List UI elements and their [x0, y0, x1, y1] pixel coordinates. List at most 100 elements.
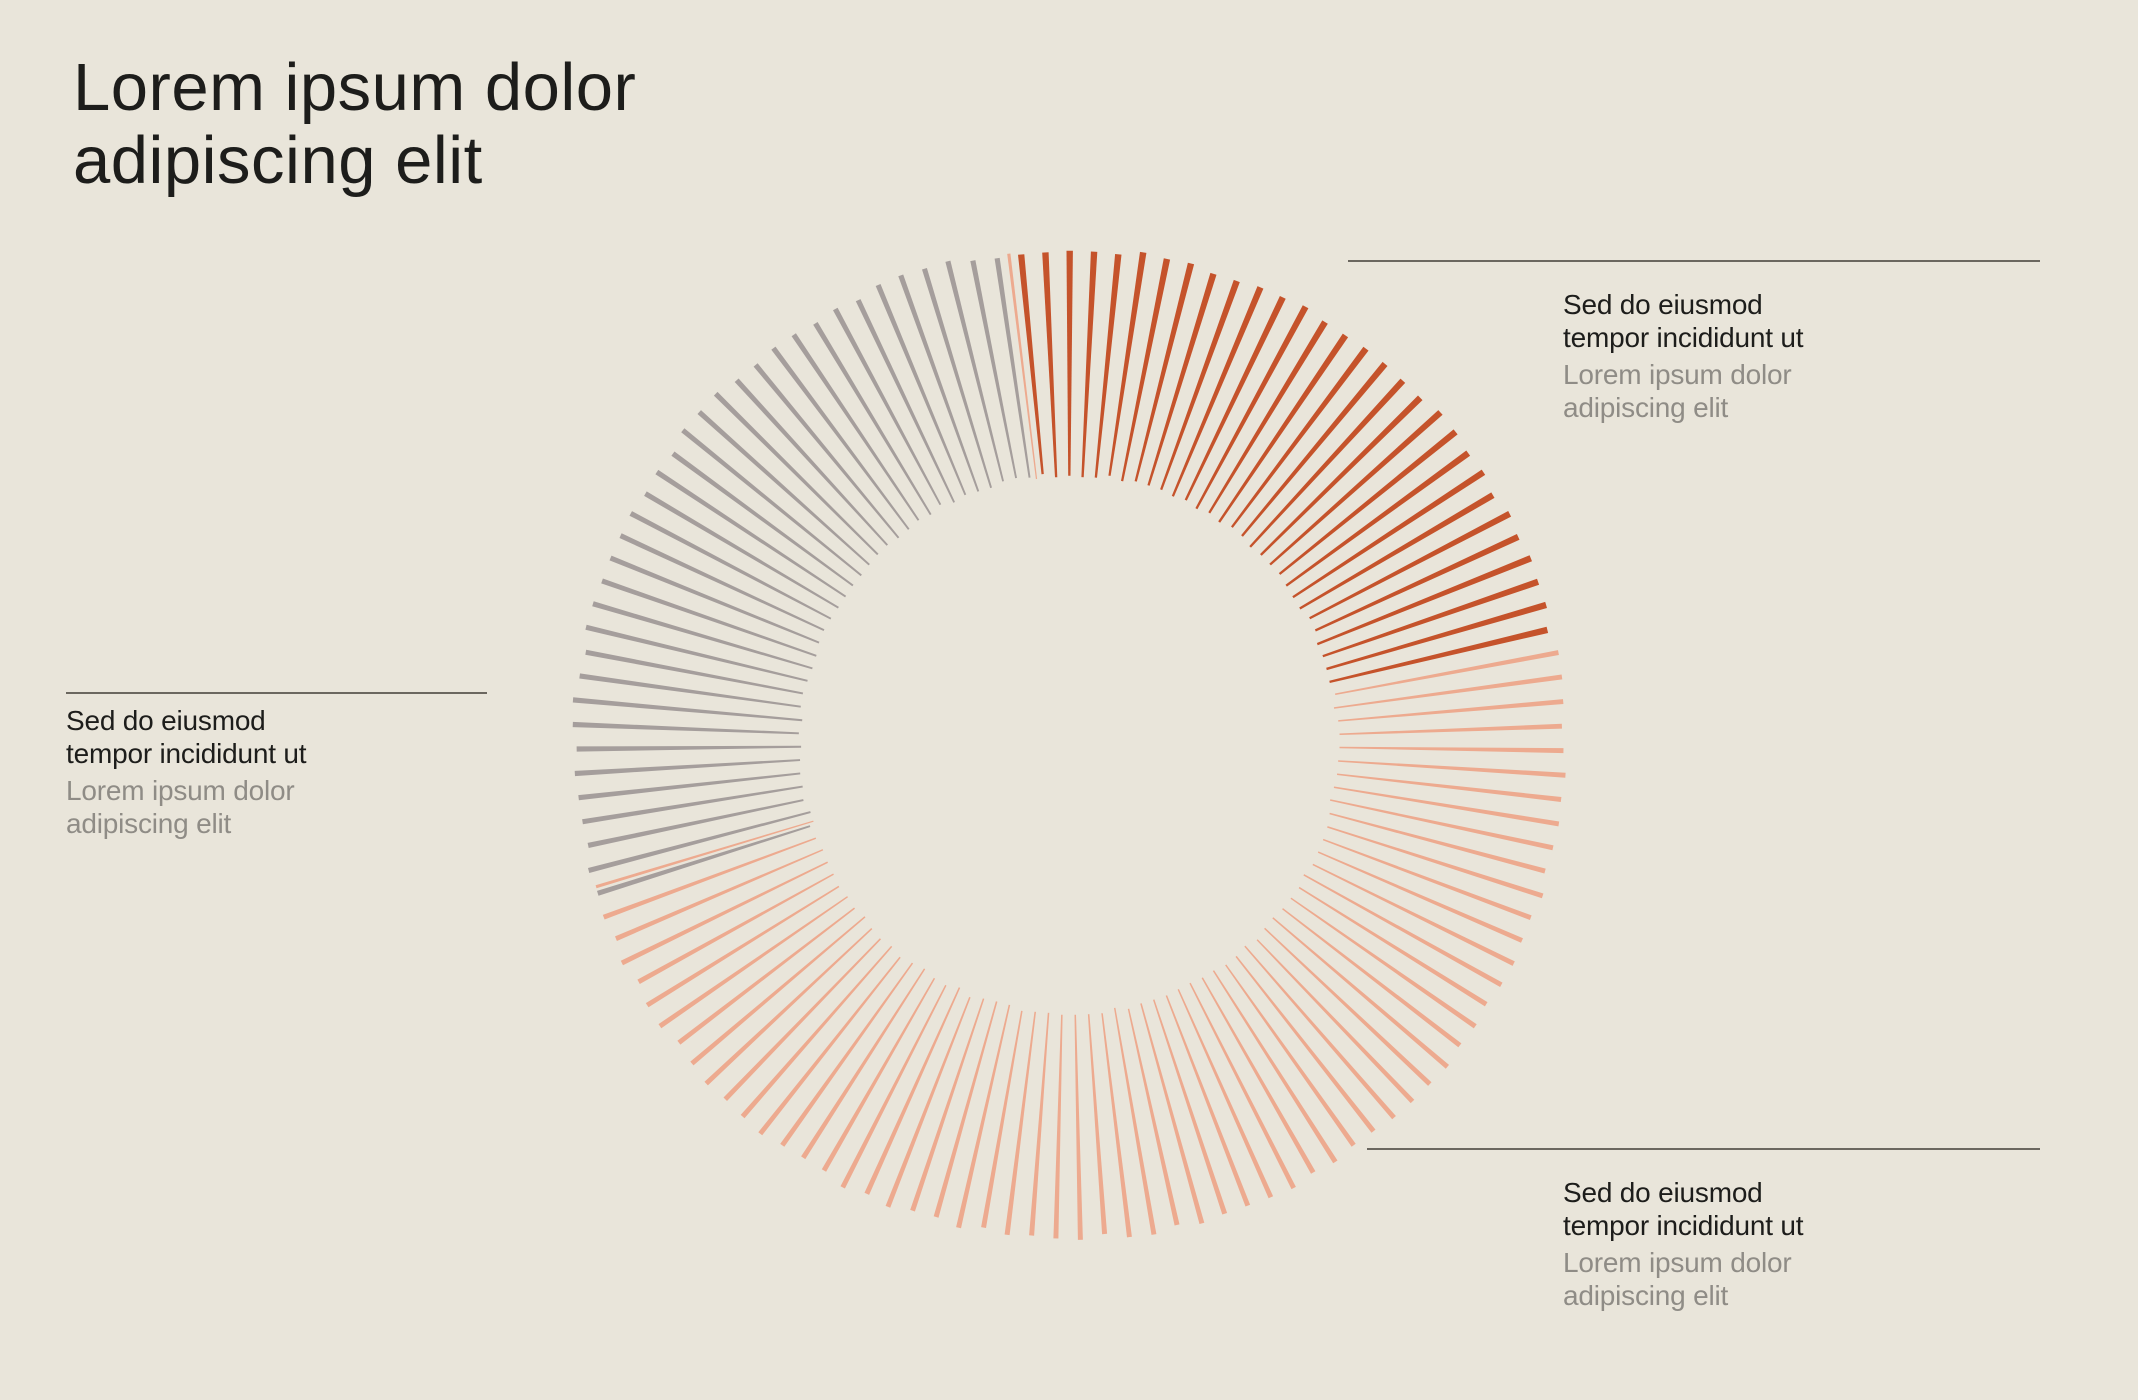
wheel-spoke-segment-salmon: [1290, 897, 1477, 1029]
wheel-spoke-segment-gray: [644, 491, 839, 609]
wheel-spoke-segment-gray: [898, 274, 980, 492]
wheel-spoke-segment-salmon: [885, 996, 971, 1208]
wheel-spoke-segment-orange: [1066, 250, 1073, 476]
wheel-spoke-segment-gray: [601, 578, 817, 657]
wheel-spoke-segment-salmon: [1029, 1012, 1050, 1236]
wheel-spoke-segment-salmon: [1244, 945, 1396, 1120]
wheel-spoke-segment-salmon: [801, 968, 926, 1160]
wheel-spoke-segment-orange: [1314, 534, 1520, 632]
wheel-spoke-segment-salmon: [821, 977, 936, 1172]
annotation-subtext: Lorem ipsum dolor adipiscing elit: [66, 775, 295, 839]
wheel-spoke-segment-salmon: [1225, 964, 1356, 1147]
wheel-spoke-segment-gray: [681, 428, 862, 577]
wheel-spoke-segment-salmon: [1212, 970, 1338, 1164]
wheel-spoke-segment-orange: [1231, 346, 1369, 528]
wheel-spoke-segment-gray: [582, 785, 803, 825]
wheel-spoke-segment-salmon: [1333, 674, 1563, 709]
annotation-heading: Sed do eiusmod tempor incididunt ut: [1563, 289, 1804, 353]
wheel-spoke-segment-gray: [753, 363, 900, 539]
wheel-spoke-segment-salmon: [658, 896, 848, 1029]
wheel-spoke-segment-salmon: [723, 938, 881, 1101]
wheel-spoke-segment-gray: [922, 268, 992, 489]
wheel-spoke-segment-gray: [875, 284, 967, 496]
wheel-spoke-segment-gray: [629, 511, 832, 620]
wheel-spoke-segment-gray: [713, 391, 879, 556]
annotation-subtext: Lorem ipsum dolor adipiscing elit: [1563, 359, 1792, 423]
wheel-spoke-segment-orange: [1322, 578, 1540, 658]
wheel-spoke-segment-gray: [578, 772, 801, 801]
wheel-spoke-segment-orange: [1121, 258, 1171, 482]
wheel-spoke-segment-salmon: [1189, 982, 1296, 1190]
annotation-subtext: Lorem ipsum dolor adipiscing elit: [1563, 1247, 1792, 1311]
wheel-spoke-underlay: [595, 820, 814, 889]
wheel-spoke-segment-gray: [576, 745, 802, 752]
wheel-spoke-segment-orange: [1108, 251, 1147, 476]
annotation-text-block: Sed do eiusmod tempor incididunt ut Lore…: [66, 704, 487, 840]
wheel-spoke-segment-salmon: [1322, 838, 1532, 920]
wheel-spoke-segment-salmon: [637, 873, 834, 984]
wheel-spoke-segment-orange: [1329, 626, 1549, 683]
wheel-spoke-segment-salmon: [1264, 927, 1432, 1086]
wheel-spoke-segment-gray: [587, 799, 804, 848]
wheel-spoke-segment-orange: [1292, 469, 1486, 599]
wheel-spoke-segment-salmon: [1053, 1014, 1063, 1239]
wheel-spoke-segment-salmon: [1312, 863, 1515, 966]
wheel-spoke-segment-orange: [1249, 378, 1406, 548]
wheel-spoke-segment-orange: [1147, 272, 1217, 486]
wheel-spoke-underlay: [1007, 253, 1038, 480]
wheel-spoke-segment-gray: [592, 601, 813, 670]
wheel-spoke-segment-gray: [597, 825, 811, 896]
wheel-spoke-segment-orange: [1218, 333, 1349, 523]
wheel-spoke-segment-orange: [1094, 254, 1122, 478]
annotation-rule: [1367, 1148, 2040, 1150]
wheel-spoke-segment-gray: [655, 469, 847, 598]
wheel-spoke-segment-gray: [771, 346, 910, 530]
wheel-spoke-segment-salmon: [615, 849, 824, 941]
annotation-heading: Sed do eiusmod tempor incididunt ut: [66, 705, 307, 769]
wheel-spoke-segment-salmon: [864, 987, 961, 1195]
page-title: Lorem ipsum dolor adipiscing elit: [73, 50, 637, 198]
wheel-spoke-segment-salmon: [677, 907, 855, 1045]
wheel-spoke-segment-salmon: [1339, 723, 1562, 735]
wheel-spoke-segment-salmon: [620, 861, 828, 966]
wheel-spoke-segment-salmon: [1282, 908, 1462, 1048]
wheel-spoke-segment-salmon: [956, 1004, 1011, 1229]
wheel-spoke-segment-gray: [609, 555, 820, 644]
wheel-spoke-segment-gray: [579, 673, 801, 708]
wheel-spoke-segment-gray: [585, 649, 804, 695]
wheel-spoke-segment-gray: [697, 410, 870, 566]
wheel-spoke-segment-salmon: [1087, 1014, 1108, 1235]
wheel-spoke-segment-salmon: [1338, 699, 1564, 722]
annotation-left: Sed do eiusmod tempor incididunt ut Lore…: [66, 692, 487, 840]
wheel-spoke-segment-salmon: [1317, 851, 1523, 943]
wheel-spoke-segment-orange: [1278, 429, 1458, 575]
wheel-spoke-segment-salmon: [740, 945, 893, 1119]
annotation-bottom-right: Sed do eiusmod tempor incididunt ut Lore…: [1367, 1148, 2040, 1312]
wheel-spoke-segment-salmon: [1272, 917, 1449, 1069]
wheel-spoke-segment-salmon: [1114, 1007, 1157, 1235]
wheel-spoke-segment-salmon: [1330, 799, 1554, 851]
wheel-spoke-segment-salmon: [1127, 1008, 1180, 1226]
wheel-spoke-segment-orange: [1042, 252, 1058, 478]
wheel-spoke-segment-gray: [572, 697, 803, 722]
wheel-spoke-segment-salmon: [1327, 826, 1544, 899]
wheel-spoke-segment-salmon: [704, 928, 873, 1086]
wheel-spoke-segment-salmon: [1201, 977, 1316, 1174]
wheel-spoke-segment-salmon: [1298, 886, 1488, 1007]
annotation-heading: Sed do eiusmod tempor incididunt ut: [1563, 1177, 1804, 1241]
annotation-text-block: Sed do eiusmod tempor incididunt ut Lore…: [1563, 288, 2040, 424]
wheel-spoke-segment-gray: [734, 378, 888, 546]
wheel-spoke-segment-orange: [1326, 601, 1547, 671]
wheel-spoke-segment-orange: [1171, 286, 1264, 497]
wheel-spoke-segment-salmon: [1165, 995, 1251, 1207]
wheel-spoke-segment-salmon: [758, 956, 901, 1136]
wheel-spoke-segment-salmon: [1153, 999, 1228, 1215]
wheel-spoke-segment-salmon: [1256, 939, 1415, 1104]
wheel-spoke-segment-orange: [1184, 296, 1286, 501]
wheel-spoke-segment-salmon: [1177, 989, 1274, 1199]
wheel-spoke-segment-salmon: [1140, 1003, 1205, 1224]
wheel-spoke-segment-gray: [588, 811, 811, 873]
wheel-spoke-segment-salmon: [1333, 786, 1560, 827]
